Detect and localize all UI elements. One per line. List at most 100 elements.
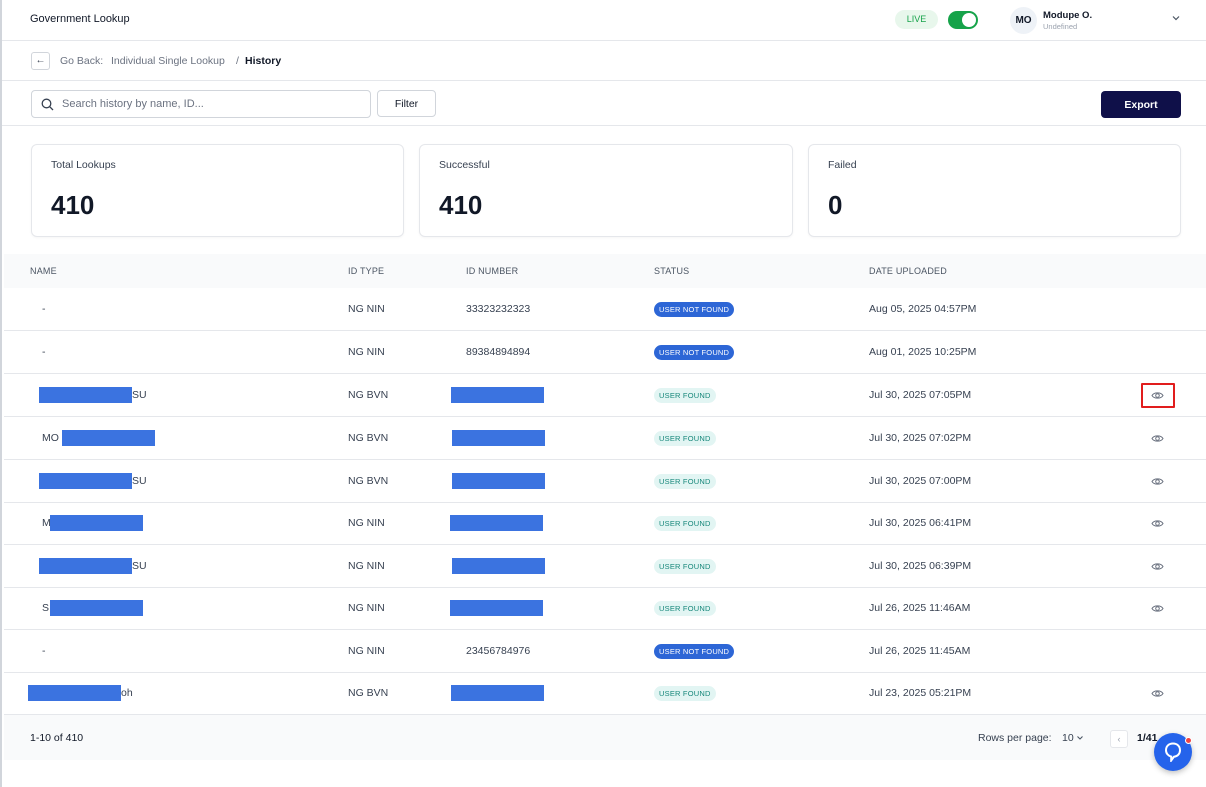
column-header-id-type: ID TYPE	[348, 266, 385, 276]
chevron-down-icon[interactable]	[1170, 12, 1182, 24]
stat-card-successful: Successful 410	[419, 144, 793, 237]
cell-date: Jul 30, 2025 06:41PM	[869, 517, 972, 529]
table-row[interactable]: SU NG BVN USER FOUND Jul 30, 2025 07:00P…	[4, 460, 1206, 503]
eye-icon[interactable]	[1151, 432, 1164, 445]
redacted-name	[39, 558, 132, 574]
redacted-name	[39, 387, 132, 403]
status-badge: USER FOUND	[654, 388, 716, 403]
cell-id-type: NG NIN	[348, 602, 385, 614]
stat-value: 410	[439, 190, 483, 220]
redacted-id-number	[450, 600, 543, 616]
redacted-id-number	[451, 387, 544, 403]
status-badge: USER FOUND	[654, 601, 716, 616]
previous-page-button[interactable]: ‹	[1110, 730, 1128, 748]
cell-id-type: NG BVN	[348, 687, 389, 699]
table-row[interactable]: oh NG BVN USER FOUND Jul 23, 2025 05:21P…	[4, 672, 1206, 715]
view-action-highlight	[1141, 383, 1175, 408]
redacted-name	[50, 600, 143, 616]
cell-name: -	[42, 303, 46, 315]
status-badge: USER FOUND	[654, 431, 716, 446]
table-row[interactable]: - NG NIN 23456784976 USER NOT FOUND Jul …	[4, 630, 1206, 673]
cell-date: Jul 30, 2025 07:02PM	[869, 432, 972, 444]
table-row[interactable]: S NG NIN USER FOUND Jul 26, 2025 11:46AM	[4, 587, 1206, 630]
status-badge: USER NOT FOUND	[654, 345, 735, 360]
redacted-id-number	[451, 685, 544, 701]
user-name: Modupe O.	[1043, 10, 1093, 21]
eye-icon[interactable]	[1151, 602, 1164, 615]
redacted-name	[62, 430, 155, 446]
back-button[interactable]: ←	[31, 52, 50, 70]
redacted-id-number	[452, 473, 545, 489]
stat-value: 0	[828, 190, 843, 220]
column-header-status: STATUS	[654, 266, 690, 276]
stat-label: Successful	[439, 159, 490, 171]
breadcrumb-separator: /	[236, 55, 239, 67]
eye-icon[interactable]	[1151, 389, 1164, 402]
cell-name: -	[42, 346, 46, 358]
toggle-knob	[962, 13, 976, 27]
chevron-left-icon: ‹	[1117, 734, 1121, 744]
eye-icon[interactable]	[1151, 560, 1164, 573]
table-row[interactable]: - NG NIN 89384894894 USER NOT FOUND Aug …	[4, 331, 1206, 374]
pagination-bar: 1-10 of 410 Rows per page: 10 ‹ 1/41	[4, 714, 1206, 760]
table-row[interactable]: M NG NIN USER FOUND Jul 30, 2025 06:41PM	[4, 502, 1206, 545]
redacted-id-number	[452, 430, 545, 446]
table-row[interactable]: MO NG BVN USER FOUND Jul 30, 2025 07:02P…	[4, 417, 1206, 460]
status-badge: USER FOUND	[654, 559, 716, 574]
cell-name: S	[42, 602, 50, 614]
table-row[interactable]: SU NG BVN USER FOUND Jul 30, 2025 07:05P…	[4, 374, 1206, 417]
cell-id-type: NG BVN	[348, 389, 389, 401]
cell-id-type: NG BVN	[348, 432, 389, 444]
status-badge: USER NOT FOUND	[654, 302, 735, 317]
chevron-down-icon[interactable]	[1075, 733, 1085, 743]
toolbar: Filter Export	[2, 81, 1206, 126]
redacted-name	[50, 515, 143, 531]
cell-id-type: NG BVN	[348, 475, 389, 487]
avatar[interactable]: MO	[1010, 7, 1037, 34]
cell-date: Jul 23, 2025 05:21PM	[869, 687, 972, 699]
eye-icon[interactable]	[1151, 517, 1164, 530]
column-header-date-uploaded: DATE UPLOADED	[869, 266, 947, 276]
cell-name: -	[42, 645, 46, 657]
user-subtitle: Undefined	[1043, 22, 1078, 31]
live-toggle[interactable]	[948, 11, 978, 29]
rows-per-page-select[interactable]: 10	[1062, 732, 1074, 744]
stat-label: Total Lookups	[51, 159, 116, 171]
cell-id-number: 23456784976	[466, 645, 531, 657]
table-row[interactable]: - NG NIN 33323232323 USER NOT FOUND Aug …	[4, 288, 1206, 331]
column-header-id-number: ID NUMBER	[466, 266, 519, 276]
notification-dot	[1185, 737, 1192, 744]
cell-id-type: NG NIN	[348, 645, 385, 657]
status-badge: USER FOUND	[654, 474, 716, 489]
redacted-id-number	[450, 515, 543, 531]
stat-label: Failed	[828, 159, 857, 171]
filter-button[interactable]: Filter	[377, 90, 436, 117]
stat-card-total: Total Lookups 410	[31, 144, 404, 237]
redacted-name	[28, 685, 121, 701]
app-title: Government Lookup	[30, 13, 130, 25]
stat-value: 410	[51, 190, 95, 220]
eye-icon[interactable]	[1151, 687, 1164, 700]
column-header-name: NAME	[30, 266, 57, 276]
cell-name: MO	[42, 432, 59, 444]
cell-name: oh	[121, 687, 133, 699]
rows-per-page-label: Rows per page:	[978, 732, 1052, 744]
breadcrumb-history: History	[245, 55, 282, 67]
go-back-label[interactable]: Go Back:	[60, 55, 104, 67]
search-input[interactable]	[62, 94, 362, 114]
cell-date: Jul 30, 2025 07:00PM	[869, 475, 972, 487]
cell-date: Aug 05, 2025 04:57PM	[869, 303, 977, 315]
cell-id-type: NG NIN	[348, 560, 385, 572]
cell-id-type: NG NIN	[348, 303, 385, 315]
eye-icon[interactable]	[1151, 475, 1164, 488]
breadcrumb: ← Go Back: Individual Single Lookup / Hi…	[2, 41, 1206, 81]
cell-name: SU	[132, 560, 147, 572]
search-box[interactable]	[31, 90, 371, 118]
table-row[interactable]: SU NG NIN USER FOUND Jul 30, 2025 06:39P…	[4, 545, 1206, 588]
export-button[interactable]: Export	[1101, 91, 1181, 118]
search-icon	[41, 98, 54, 111]
cell-date: Aug 01, 2025 10:25PM	[869, 346, 977, 358]
redacted-id-number	[452, 558, 545, 574]
breadcrumb-individual-single-lookup[interactable]: Individual Single Lookup	[111, 55, 225, 67]
